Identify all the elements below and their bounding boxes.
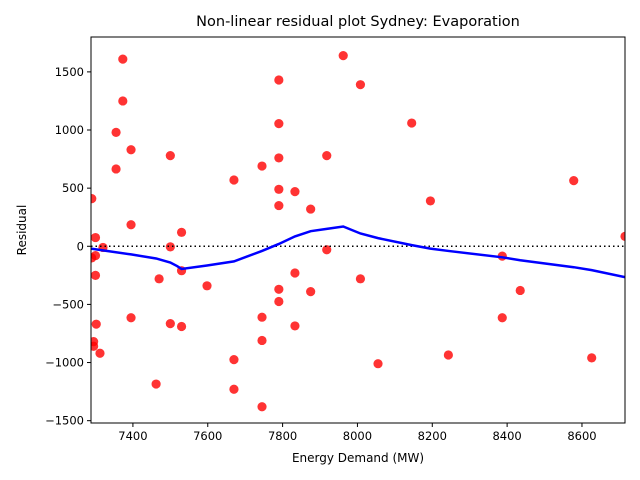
residual-point <box>95 348 105 358</box>
x-tick-label: 8000 <box>343 429 372 443</box>
residual-point <box>274 184 284 194</box>
residual-point <box>165 242 175 252</box>
y-tick-label: 1000 <box>55 123 84 137</box>
residual-point <box>257 402 267 412</box>
residual-point <box>274 284 284 294</box>
y-tick-label: 500 <box>62 181 84 195</box>
chart-title: Non-linear residual plot Sydney: Evapora… <box>196 14 520 30</box>
residual-point <box>91 270 101 280</box>
residual-point <box>425 196 436 206</box>
residual-point <box>154 274 164 284</box>
residual-point <box>151 379 161 389</box>
residual-point <box>91 250 101 261</box>
residual-point <box>515 285 525 296</box>
residual-point <box>91 232 101 243</box>
residual-point <box>443 350 453 360</box>
residual-point <box>373 359 383 369</box>
plot-frame <box>90 36 626 424</box>
residual-point <box>257 312 267 322</box>
residual-point <box>274 119 284 129</box>
x-axis-label: Energy Demand (MW) <box>292 451 424 465</box>
residual-point <box>126 145 136 155</box>
x-tick-label: 7800 <box>268 429 297 443</box>
residual-point <box>290 187 300 197</box>
residual-point <box>91 341 99 351</box>
residual-point <box>229 355 239 365</box>
x-tick-label: 7600 <box>193 429 222 443</box>
residual-point <box>111 127 121 137</box>
residual-point <box>587 353 597 363</box>
residual-point <box>620 231 625 241</box>
residual-point <box>176 227 187 237</box>
residual-point <box>497 313 507 323</box>
residual-point <box>202 281 212 291</box>
residual-point <box>118 54 128 64</box>
y-tick-label: 0 <box>77 239 84 253</box>
plot-area <box>91 51 625 412</box>
residual-point <box>355 274 366 284</box>
y-tick-label: 1500 <box>55 65 84 79</box>
residual-point <box>229 384 239 394</box>
x-tick-label: 7400 <box>118 429 147 443</box>
axes: 7400 7600 7800 8000 8200 8400 8600 −1500 −1000 −5… <box>45 65 597 443</box>
residual-point <box>111 164 121 174</box>
residual-point <box>91 194 97 204</box>
residual-point <box>274 75 284 85</box>
residual-point <box>126 313 136 323</box>
residual-point <box>229 175 239 185</box>
residual-point <box>306 287 316 297</box>
y-tick-label: −500 <box>52 297 84 311</box>
residual-point <box>165 318 175 329</box>
residual-point <box>257 335 267 346</box>
residual-point <box>306 204 316 214</box>
trend-line <box>91 225 625 279</box>
x-tick-label: 8600 <box>567 429 596 443</box>
residual-point <box>176 321 187 332</box>
residual-point <box>118 96 128 106</box>
residual-point <box>274 200 284 211</box>
residual-point <box>257 161 267 171</box>
residual-point <box>569 175 579 186</box>
y-tick-label: −1500 <box>45 414 84 428</box>
y-axis-label: Residual <box>15 205 29 256</box>
residual-point <box>274 153 284 163</box>
residual-point <box>126 220 136 230</box>
residual-point <box>322 150 332 161</box>
residual-point <box>338 51 348 61</box>
residual-point <box>290 321 300 331</box>
residual-point <box>407 118 417 128</box>
y-tick-label: −1000 <box>45 356 84 370</box>
residual-point <box>165 150 175 161</box>
residual-point <box>322 245 332 255</box>
residual-point <box>91 319 101 329</box>
x-tick-label: 8400 <box>492 429 521 443</box>
residual-point <box>290 268 300 278</box>
x-tick-label: 8200 <box>418 429 447 443</box>
residual-point <box>355 80 366 90</box>
residual-point <box>274 296 284 307</box>
